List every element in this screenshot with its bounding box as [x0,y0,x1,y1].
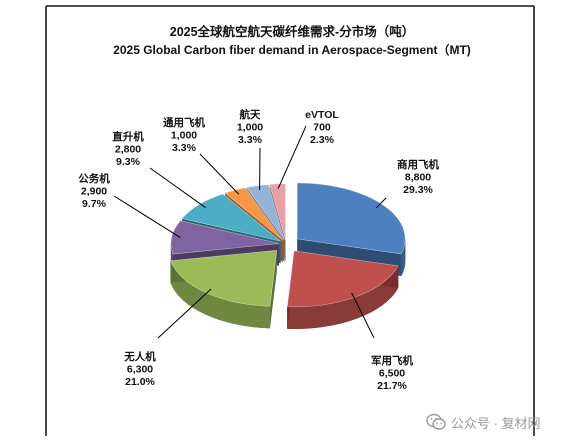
data-labels: 商用飞机 8,800 29.3% 军用飞机 6,500 21.7% 无人机 6,300 21.0… [78,108,439,392]
label-name-5: 通用飞机 [163,116,205,129]
data-label-3: 公务机 2,900 9.7% [78,172,110,210]
label-value-2: 6,300 [127,364,153,376]
leader-line-5 [199,153,240,195]
pie-slice-top [269,183,286,240]
label-value-1: 6,500 [379,368,405,380]
label-percent-3: 9.7% [82,198,107,210]
label-name-1: 军用飞机 [371,354,413,367]
pie-slice-top [170,249,278,307]
watermark: 公众号 · 复材网 [426,412,541,432]
leader-line-1 [351,292,375,339]
data-label-5: 通用飞机 1,000 3.3% [163,116,205,154]
watermark-text: 公众号 · 复材网 [451,415,541,431]
label-percent-5: 3.3% [172,142,197,154]
label-value-5: 1,000 [171,130,197,142]
pie-slice-top [170,220,280,255]
label-value-4: 2,800 [115,144,141,156]
pie-slices [170,182,406,330]
label-name-0: 商用飞机 [397,158,439,171]
label-name-7: eVTOL [305,109,339,121]
label-percent-1: 21.7% [377,380,407,392]
leader-lines [113,125,387,339]
data-label-4: 直升机 2,800 9.3% [112,130,144,168]
data-label-2: 无人机 6,300 21.0% [123,350,156,388]
data-label-6: 航天 1,000 3.3% [237,108,263,146]
pie-slice-top [286,250,399,308]
label-percent-0: 29.3% [403,184,433,196]
leader-line-2 [157,288,212,339]
pie-slice-top [181,193,281,242]
label-name-4: 直升机 [112,130,144,143]
label-percent-7: 2.3% [310,134,335,146]
label-value-7: 700 [313,122,331,134]
label-name-6: 航天 [240,108,261,121]
pie-slice-top [296,182,406,255]
leader-line-4 [149,167,206,208]
chart-subtitle: 2025 Global Carbon fiber demand in Aeros… [113,42,471,57]
label-name-3: 公务机 [78,172,110,185]
label-percent-4: 9.3% [116,156,141,168]
label-value-3: 2,900 [81,186,107,198]
leader-line-0 [375,197,387,209]
chart-title: 2025全球航空航天碳纤维需求-分市场（吨） [170,24,414,39]
data-label-7: eVTOL 700 2.3% [305,109,339,146]
label-percent-2: 21.0% [125,376,155,388]
leader-line-3 [113,195,181,239]
data-label-0: 商用飞机 8,800 29.3% [397,158,439,196]
pie-slice-1 [286,250,399,330]
label-value-6: 1,000 [237,122,263,134]
label-name-2: 无人机 [123,350,156,363]
label-value-0: 8,800 [405,172,431,184]
label-percent-6: 3.3% [238,134,263,146]
leader-line-7 [277,125,307,189]
data-label-1: 军用飞机 6,500 21.7% [371,354,413,392]
pie-slice-2 [170,249,278,329]
wechat-icon [426,413,446,430]
pie-slice-top [246,184,285,241]
